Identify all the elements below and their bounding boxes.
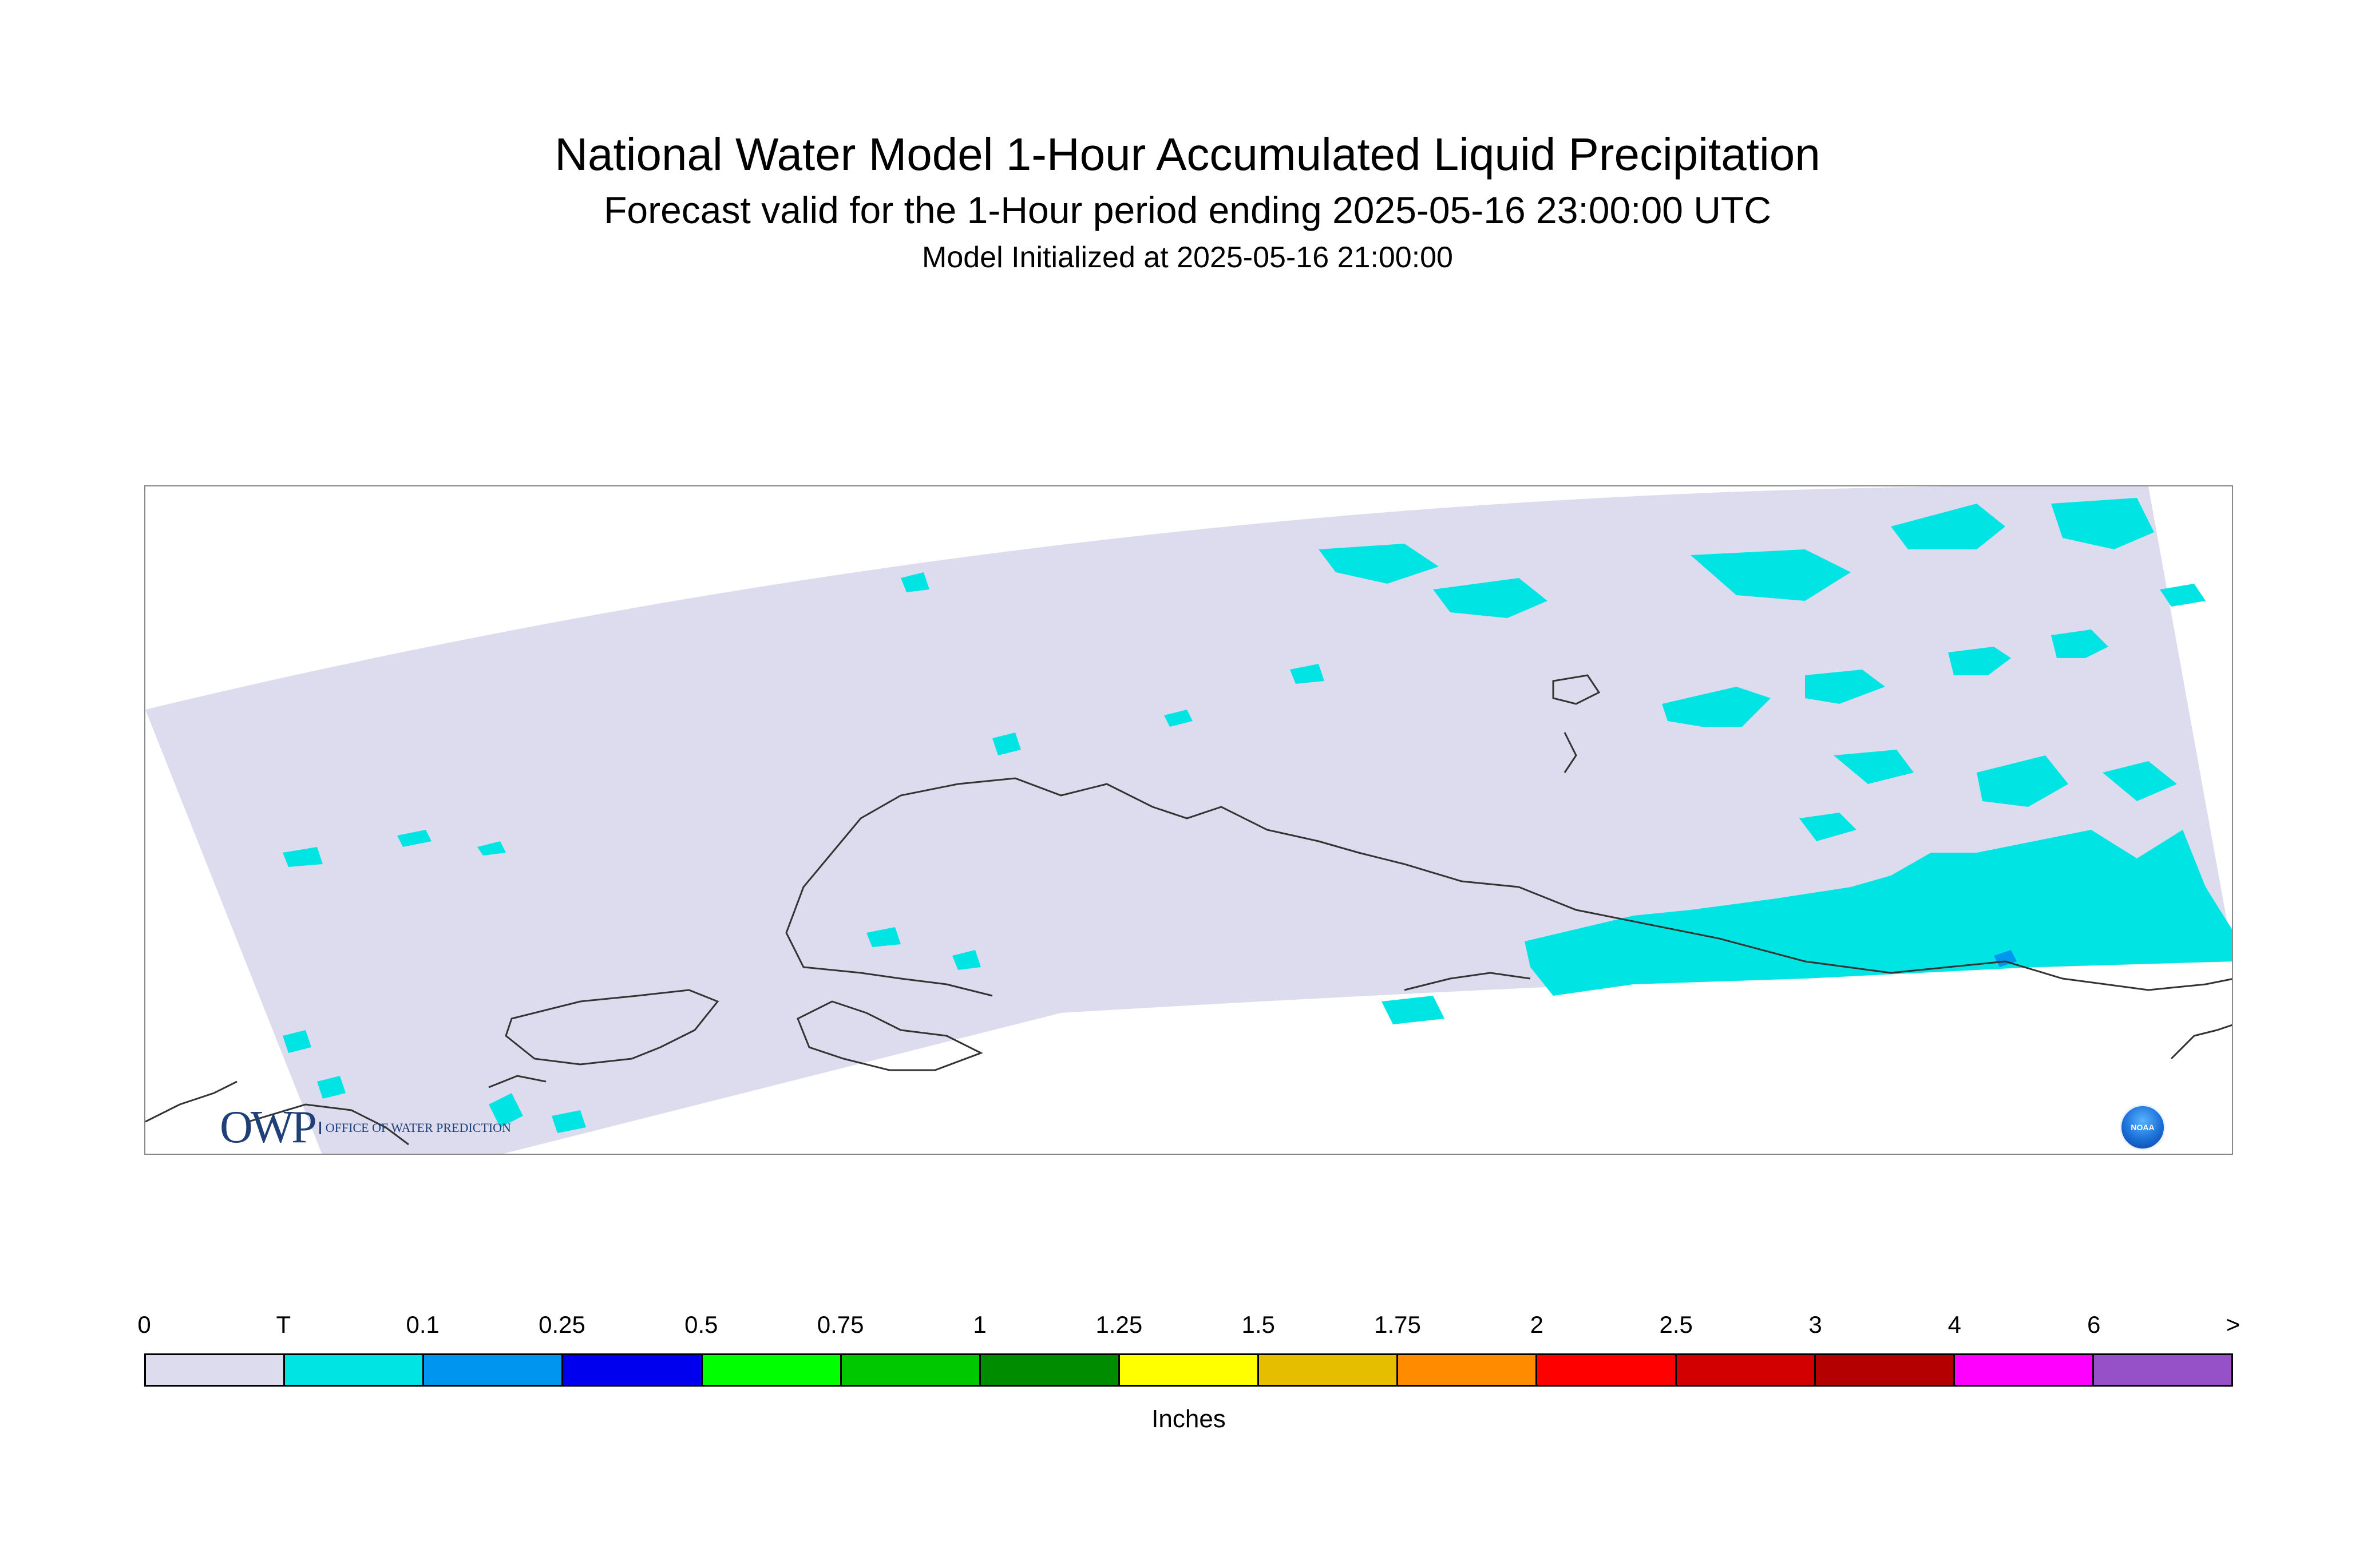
color-legend: 0 T 0.1 0.25 0.5 0.75 1 1.25 1.5 1.75 2 2.5 3 4 6 > Inc… (137, 1310, 2240, 1442)
legend-tick-label: 0.1 (406, 1311, 440, 1338)
legend-swatch (1259, 1355, 1399, 1385)
forecast-valid-subtitle: Forecast valid for the 1-Hour period end… (604, 189, 1771, 231)
legend-tick-label: 0.25 (539, 1311, 585, 1338)
legend-tick-label: > (2226, 1311, 2241, 1338)
legend-tick-label: 1.5 (1241, 1311, 1275, 1338)
legend-tick-label: 1.25 (1095, 1311, 1143, 1338)
legend-tick-label: 4 (1948, 1311, 1962, 1338)
owp-mark: OWP (220, 1102, 317, 1153)
model-domain-area (145, 486, 2232, 1154)
legend-swatch (1676, 1355, 1816, 1385)
legend-swatch (1537, 1355, 1677, 1385)
legend-swatch (146, 1355, 286, 1385)
legend-tick-label: 0.5 (684, 1311, 718, 1338)
precip-trace-patches (283, 498, 2232, 1133)
legend-swatch (2093, 1355, 2232, 1385)
owp-logo: OWP OFFICE OF WATER PREDICTION (220, 1102, 511, 1154)
legend-swatch (702, 1355, 842, 1385)
legend-swatch (563, 1355, 703, 1385)
legend-swatch (841, 1355, 981, 1385)
noaa-logo: NOAA (2120, 1104, 2166, 1150)
legend-units: Inches (1151, 1405, 1226, 1433)
legend-swatch (1398, 1355, 1538, 1385)
legend-color-bar (144, 1353, 2233, 1387)
legend-tick-label: 1 (973, 1311, 987, 1338)
legend-swatch (980, 1355, 1120, 1385)
legend-tick-label: 0.75 (817, 1311, 864, 1338)
legend-tick-label: 2 (1530, 1311, 1544, 1338)
owp-text: OFFICE OF WATER PREDICTION (319, 1121, 511, 1134)
legend-swatch (1815, 1355, 1955, 1385)
legend-tick-label: T (276, 1311, 291, 1338)
legend-swatch (1119, 1355, 1260, 1385)
legend-swatch (285, 1355, 425, 1385)
legend-swatch (1954, 1355, 2094, 1385)
legend-tick-label: 3 (1808, 1311, 1822, 1338)
legend-tick-label: 6 (2087, 1311, 2101, 1338)
map-title: National Water Model 1-Hour Accumulated … (555, 129, 1820, 180)
legend-tick-label: 0 (137, 1311, 151, 1338)
precipitation-map (145, 486, 2232, 1154)
noaa-text: NOAA (2131, 1123, 2155, 1132)
legend-tick-label: 1.75 (1374, 1311, 1421, 1338)
model-init-subtitle: Model Initialized at 2025-05-16 21:00:00 (922, 241, 1453, 274)
legend-tick-label: 2.5 (1659, 1311, 1693, 1338)
legend-swatch (424, 1355, 564, 1385)
coastline-lines (145, 674, 2232, 1146)
title-block: National Water Model 1-Hour Accumulated … (0, 126, 2375, 278)
map-panel[interactable]: OWP OFFICE OF WATER PREDICTION NOAA (144, 485, 2233, 1155)
